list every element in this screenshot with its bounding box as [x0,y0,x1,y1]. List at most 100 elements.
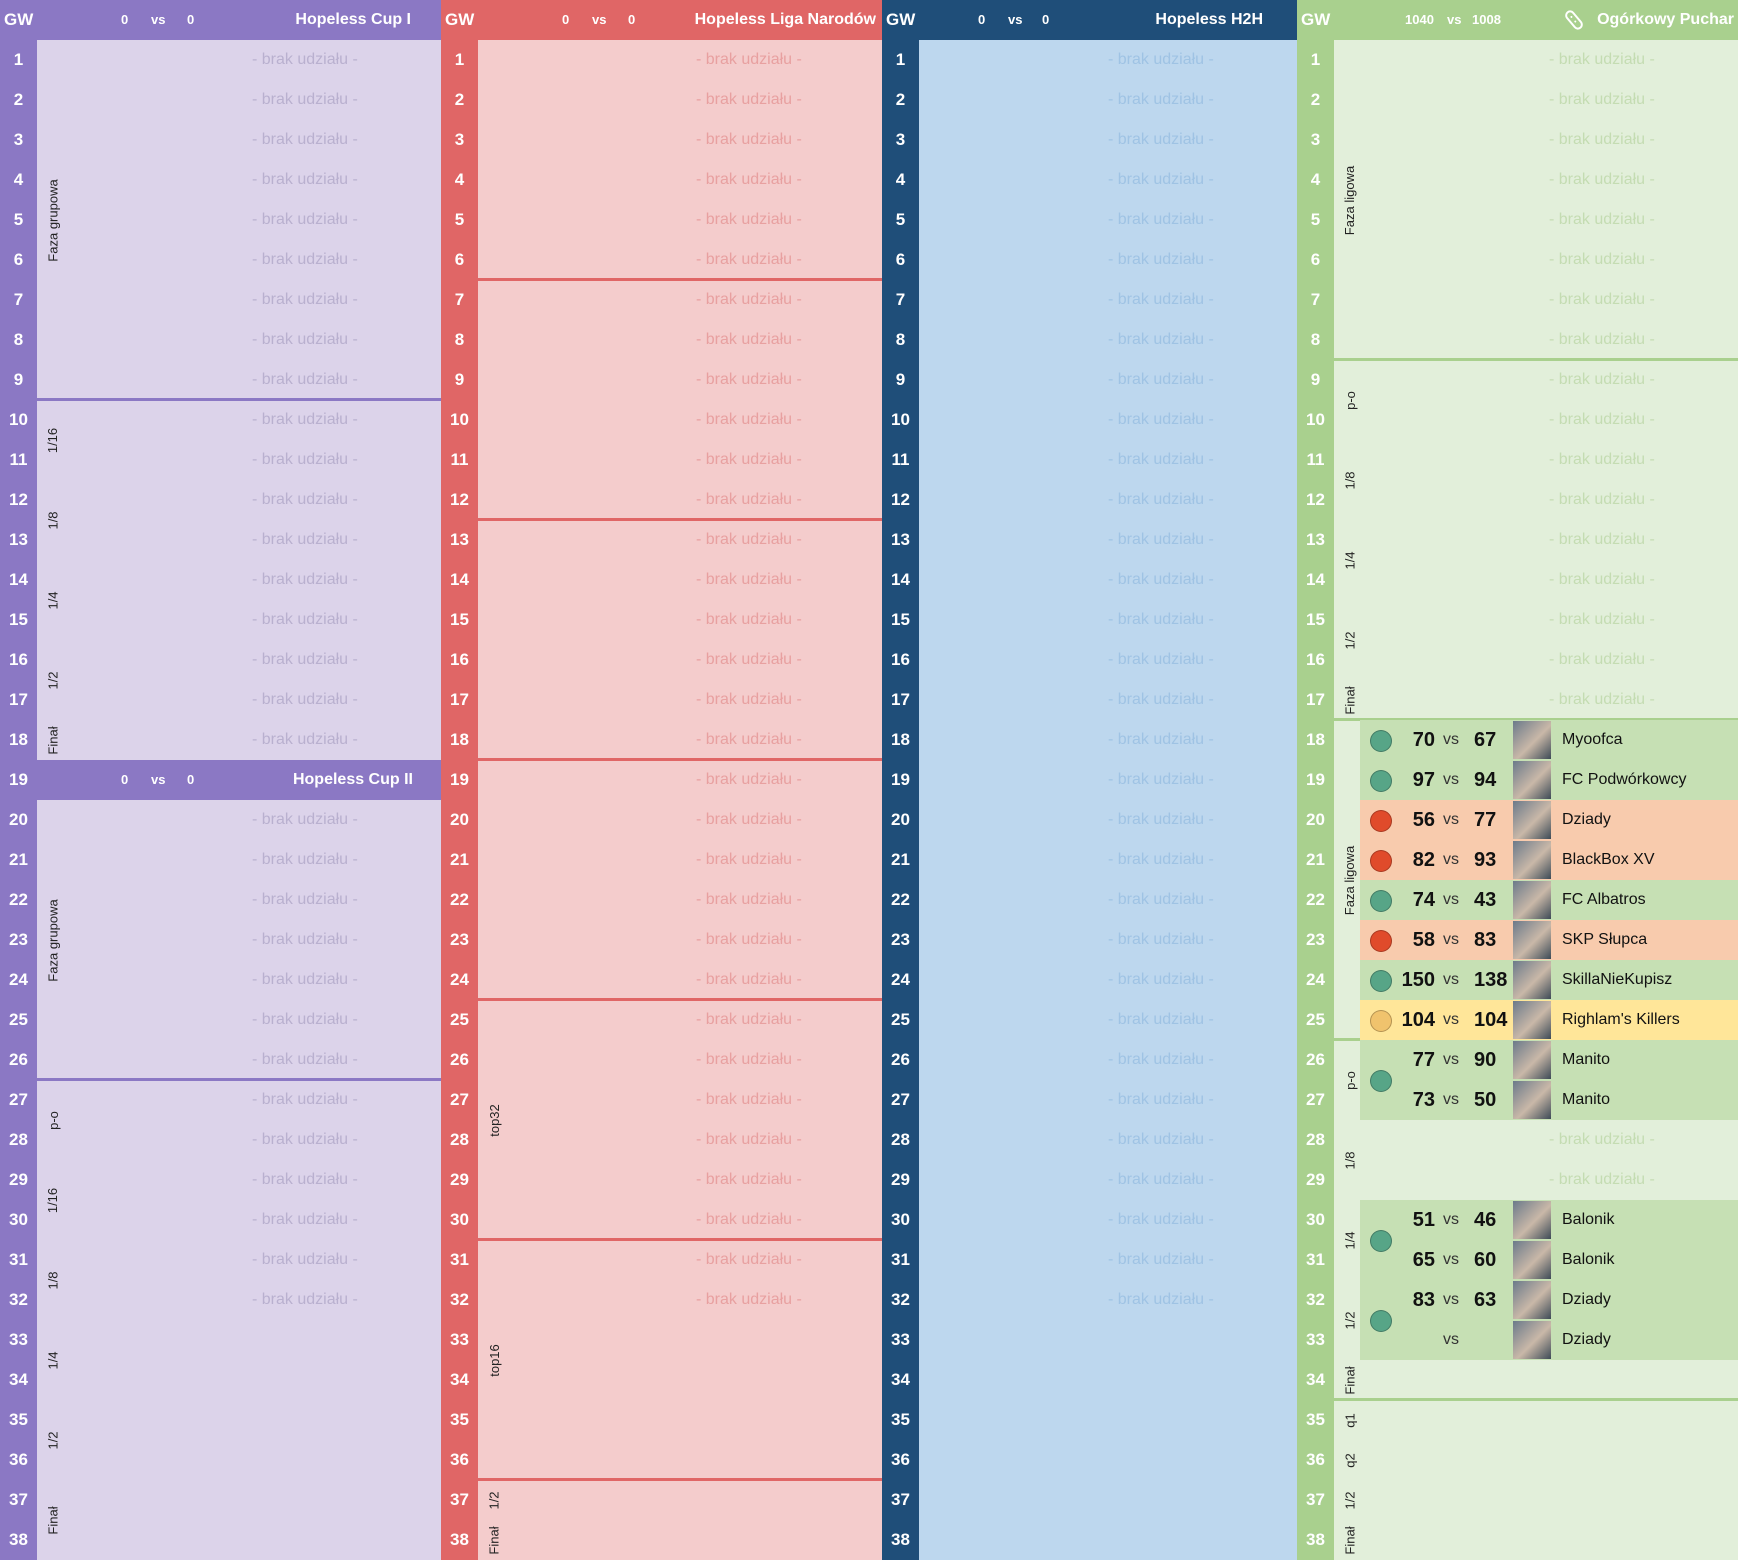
liga-gw-37: 37 [450,1490,469,1509]
cup1-gw-35: 35 [9,1410,28,1429]
ogorek-gw-14: 14 [1306,570,1325,589]
liga-gw-38: 38 [450,1530,469,1549]
result-dot [1370,1310,1392,1332]
opponent-avatar [1513,721,1551,759]
cup1-placeholder-gw21: - brak udziału - [252,851,358,868]
cup1-gw-30: 30 [9,1210,28,1229]
h2h-placeholder-gw29: - brak udziału - [1108,1171,1214,1188]
phase-separator [37,1078,441,1081]
ogorek-match-vs: vs [1443,1011,1459,1028]
h2h-placeholder-gw2: - brak udziału - [1108,91,1214,108]
ogorek-phase-4-text: 1/2 [1342,630,1358,650]
ogorek-match-score-a: 70 [1412,729,1435,751]
cup1-vs: vs [151,12,166,27]
h2h-gw-1: 1 [895,50,906,69]
liga-placeholder-gw6: - brak udziału - [696,251,802,268]
ogorek-gw-label: GW [1301,10,1331,29]
h2h-placeholder-gw11: - brak udziału - [1108,451,1214,468]
cup1-phase-1-8-text: 1/8 [45,510,61,530]
cup1-phase-1-2: 1/2 [40,640,66,720]
liga-gw-18: 18 [450,730,469,749]
ogorek-gw-3: 3 [1310,130,1321,149]
cup1-placeholder-gw12: - brak udziału - [252,491,358,508]
ogorek-match-vs: vs [1443,931,1459,948]
ogorek-match-score-a: 56 [1412,809,1435,831]
h2h-gw-26: 26 [891,1050,910,1069]
ogorek-match-opponent: Dziady [1562,1291,1611,1308]
ogorek-gw-31: 31 [1306,1250,1325,1269]
liga-phase-top16-text: top16 [486,1343,502,1377]
cup1-gw-column [0,40,37,1560]
ogorek-vs: vs [1447,12,1462,27]
cup1-placeholder-gw14: - brak udziału - [252,571,358,588]
h2h-gw-18: 18 [891,730,910,749]
h2h-vs: vs [1008,12,1023,27]
opponent-avatar [1513,1321,1551,1359]
liga-gw-19: 19 [450,770,469,789]
liga-placeholder-gw24: - brak udziału - [696,971,802,988]
ogorek-match-score-a: 65 [1412,1249,1435,1271]
liga-gw-28: 28 [450,1130,469,1149]
cup1-placeholder-gw3: - brak udziału - [252,131,358,148]
cup1-gw-15: 15 [9,610,28,629]
ogorek-phase-12-text: q1 [1342,1412,1358,1428]
ogorek-match-score-b: 63 [1474,1289,1497,1311]
ogorek-phase-15-text: Finał [1342,1525,1358,1555]
cup2-phase-group: Faza grupowa [40,800,66,1080]
cup1-score-a: 0 [121,12,129,27]
cup1-placeholder-gw10: - brak udziału - [252,411,358,428]
h2h-gw-25: 25 [891,1010,910,1029]
ogorek-gw-6: 6 [1310,250,1321,269]
cup2-phase-1-8: 1/8 [40,1240,66,1320]
liga-gw-36: 36 [450,1450,469,1469]
ogorek-gw-13: 13 [1306,530,1325,549]
opponent-avatar [1513,881,1551,919]
liga-placeholder-gw12: - brak udziału - [696,491,802,508]
cup1-gw-21: 21 [9,850,28,869]
ogorek-placeholder-gw17: - brak udziału - [1549,691,1655,708]
cup1-phase-1-2-text: 1/2 [45,670,61,690]
cup1-placeholder-gw9: - brak udziału - [252,371,358,388]
ogorek-match-vs: vs [1443,891,1459,908]
cup1-placeholder-gw26: - brak udziału - [252,1051,358,1068]
ogorek-match-score-b: 104 [1474,1009,1508,1031]
opponent-avatar [1513,921,1551,959]
ogorek-match-opponent: FC Podwórkowcy [1562,771,1687,788]
ogorek-placeholder-gw5: - brak udziału - [1549,211,1655,228]
ogorek-placeholder-gw12: - brak udziału - [1549,491,1655,508]
ogorek-phase-0-text: Faza ligowa [1342,165,1358,235]
h2h-placeholder-gw25: - brak udziału - [1108,1011,1214,1028]
h2h-placeholder-gw14: - brak udziału - [1108,571,1214,588]
cup1-gw-9: 9 [13,370,24,389]
h2h-gw-8: 8 [895,330,906,349]
ogorek-match-opponent: FC Albatros [1562,891,1646,908]
liga-gw-17: 17 [450,690,469,709]
cup1-gw-19: 19 [9,770,28,789]
opponent-avatar [1513,761,1551,799]
ogorek-match-score-b: 93 [1474,849,1497,871]
h2h-placeholder-gw16: - brak udziału - [1108,651,1214,668]
cup1-gw-5: 5 [13,210,24,229]
ogorek-phase-5: Finał [1337,680,1363,720]
ogorek-phase-14-text: 1/2 [1342,1490,1358,1510]
cup1-placeholder-gw30: - brak udziału - [252,1211,358,1228]
cup1-placeholder-gw24: - brak udziału - [252,971,358,988]
phase-separator [478,278,882,281]
cup1-gw-37: 37 [9,1490,28,1509]
opponent-avatar [1513,1041,1551,1079]
cup1-gw-23: 23 [9,930,28,949]
result-dot [1370,730,1392,752]
ogorek-gw-29: 29 [1306,1170,1325,1189]
liga-placeholder-gw1: - brak udziału - [696,51,802,68]
ogorek-gw-32: 32 [1306,1290,1325,1309]
ogorek-gw-4: 4 [1310,170,1321,189]
cup1-gw-1: 1 [13,50,24,69]
ogorek-match-opponent: Dziady [1562,811,1611,828]
liga-gw-4: 4 [454,170,465,189]
result-dot [1370,810,1392,832]
ogorek-placeholder-gw4: - brak udziału - [1549,171,1655,188]
ogorek-gw-2: 2 [1310,90,1321,109]
ogorek-match-score-a: 104 [1401,1009,1435,1031]
h2h-gw-38: 38 [891,1530,910,1549]
cup1-placeholder-gw29: - brak udziału - [252,1171,358,1188]
